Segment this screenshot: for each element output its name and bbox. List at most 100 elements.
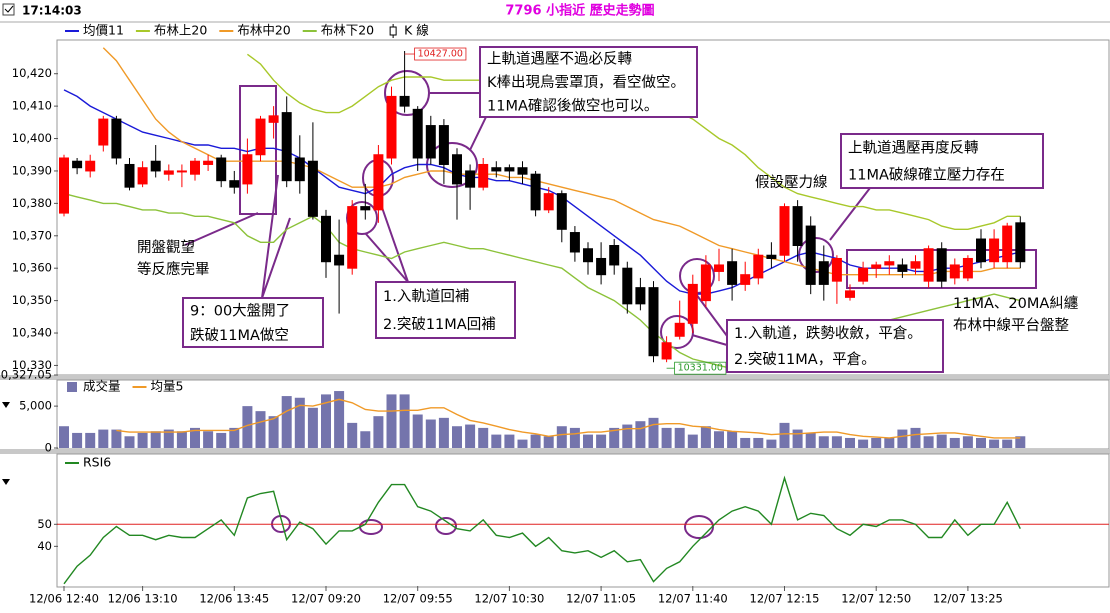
candle-body	[897, 264, 908, 272]
candle-body	[1015, 222, 1026, 263]
y-tick-label: 10,410	[12, 99, 52, 113]
volume-bar	[1002, 439, 1013, 448]
volume-bar	[596, 434, 607, 448]
legend-label: 均價11	[83, 23, 124, 38]
candle-body	[334, 254, 345, 266]
panel-frame	[56, 453, 1110, 588]
candle-body	[543, 193, 554, 211]
x-tick-label: 12/07 11:40	[658, 592, 728, 606]
annotation-text: 2.突破11MA回補	[383, 316, 496, 333]
volume-bar	[949, 437, 960, 448]
candle-body	[504, 167, 515, 172]
volume-bar	[556, 426, 567, 448]
y-tick-label: 10,370	[12, 228, 52, 242]
y-tick-label: 10,390	[12, 163, 52, 177]
x-tick-label: 12/07 13:25	[933, 592, 1003, 606]
volume-bar	[648, 417, 659, 448]
volume-bar	[622, 424, 633, 448]
volume-bar	[530, 434, 541, 448]
candle-body	[163, 170, 174, 175]
candle-body	[216, 157, 227, 182]
annotation-text: K棒出現烏雲罩頂，看空做空。	[487, 74, 685, 91]
candle-body	[530, 173, 541, 211]
candle-body	[818, 261, 829, 285]
volume-bar	[635, 421, 646, 448]
candle-body	[858, 267, 869, 282]
volume-bar	[687, 434, 698, 448]
candle-body	[884, 261, 895, 266]
candle-body	[1002, 225, 1013, 263]
candle-body	[700, 264, 711, 302]
volume-bar	[334, 391, 345, 448]
candle-body	[583, 248, 593, 263]
candle-body	[203, 160, 214, 165]
volume-bar	[281, 396, 292, 448]
x-tick-label: 12/07 11:05	[566, 592, 636, 606]
volume-bar	[268, 416, 279, 448]
volume-bar	[360, 431, 371, 448]
candle-body	[805, 225, 816, 285]
candle-body	[399, 95, 410, 107]
volume-bar	[438, 417, 449, 448]
candle-body	[727, 261, 738, 285]
annotation-text: 11MA確認後做空也可以。	[487, 97, 658, 114]
legend-label: 成交量	[83, 379, 121, 394]
x-tick-label: 12/07 09:55	[383, 592, 453, 606]
candle-body	[714, 264, 724, 272]
volume-bar	[962, 436, 973, 448]
candle-body	[609, 245, 620, 266]
candle-body	[779, 206, 790, 256]
volume-bar	[792, 429, 803, 448]
volume-bar	[674, 427, 685, 448]
volume-bar	[700, 426, 711, 448]
y-tick-label: 10,327.05	[0, 368, 52, 382]
annotation-box	[726, 319, 944, 373]
candle-body	[687, 283, 698, 324]
x-tick-label: 12/07 09:20	[291, 592, 361, 606]
candle-body	[976, 238, 986, 263]
volume-bar	[989, 439, 1000, 448]
x-tick-label: 12/07 12:15	[750, 592, 820, 606]
annotation-text: 上軌道遇壓再度反轉	[848, 140, 979, 157]
annotation-text: 1.入軌道回補	[383, 288, 469, 305]
volume-bar	[425, 419, 436, 448]
candle-body	[949, 264, 960, 279]
candle-body	[465, 170, 476, 188]
volume-bar	[805, 432, 816, 448]
x-tick-label: 12/07 10:30	[474, 592, 544, 606]
highlight-circle	[346, 201, 378, 235]
candle-body	[281, 112, 292, 182]
candle-body	[989, 238, 1000, 263]
volume-bar	[753, 437, 764, 448]
annotation-box	[182, 297, 324, 348]
y-tick-label: 40	[37, 539, 52, 553]
volume-bar	[936, 434, 947, 448]
candle-body	[111, 118, 122, 159]
x-tick-label: 12/06 13:45	[199, 592, 269, 606]
annotation-text: 上軌道遇壓不過必反轉	[487, 51, 632, 68]
legend-label: 布林下20	[321, 23, 374, 38]
volume-bar	[897, 429, 908, 448]
candle-body	[871, 264, 882, 269]
candle-body	[635, 287, 646, 305]
volume-bar	[347, 422, 358, 448]
menu-box[interactable]	[2, 3, 15, 16]
candle-body	[478, 163, 489, 188]
candle-body	[59, 157, 69, 214]
annotation-text: 跌破11MA做空	[190, 327, 289, 344]
volume-bar	[412, 414, 423, 448]
candle-body	[936, 248, 947, 282]
candle-body	[831, 257, 842, 282]
annotation-text: 布林中線平台盤整	[953, 317, 1069, 334]
candle-body	[491, 167, 502, 172]
candle-body	[596, 257, 607, 276]
candle-body	[845, 290, 855, 298]
annotation-text: 11MA、20MA糾纏	[953, 294, 1079, 312]
legend-swatch	[67, 382, 77, 392]
candle-body	[452, 154, 462, 185]
panel-splitter	[0, 449, 1110, 454]
legend-label: RSI6	[83, 455, 111, 470]
volume-bar	[910, 427, 921, 448]
price-label-text: 10427.00	[418, 49, 463, 60]
candle-body	[347, 206, 358, 269]
